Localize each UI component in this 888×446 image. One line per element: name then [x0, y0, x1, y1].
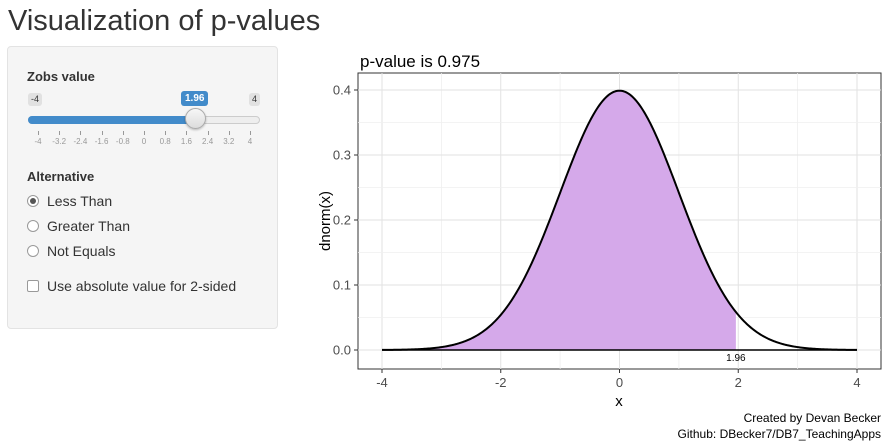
app-title: Visualization of p-values — [8, 5, 321, 37]
slider-tick — [207, 131, 209, 135]
x-tick-label: 0 — [616, 375, 623, 390]
slider-label: Zobs value — [27, 69, 95, 84]
slider-tick-label: 4 — [247, 137, 253, 146]
slider-tick-label: -2.4 — [73, 137, 88, 146]
checkbox-label: Use absolute value for 2-sided — [47, 278, 237, 294]
y-axis-label: dnorm(x) — [317, 191, 334, 251]
slider-tick-label: -3.2 — [52, 137, 67, 146]
x-tick-label: -2 — [495, 375, 507, 390]
radio-less-than[interactable]: Less Than — [27, 192, 112, 210]
slider-tick — [165, 131, 167, 135]
absolute-value-checkbox-row[interactable]: Use absolute value for 2-sided — [27, 277, 236, 295]
slider-tick — [101, 131, 103, 135]
slider-tick — [228, 131, 230, 135]
radio-label: Greater Than — [47, 218, 131, 234]
y-axis-ticks: 0.0 0.1 0.2 0.3 0.4 — [333, 83, 358, 358]
slider-tick-label: -4 — [34, 137, 42, 146]
radio-greater-than[interactable]: Greater Than — [27, 217, 130, 235]
slider-tick-label: -0.8 — [115, 137, 130, 146]
density-curve — [382, 89, 857, 351]
slider-tick-label: 3.2 — [223, 137, 235, 146]
slider-tick — [250, 131, 251, 135]
slider-tick — [59, 131, 61, 135]
radio-label: Not Equals — [47, 243, 116, 259]
y-tick-label: 0.4 — [333, 83, 351, 98]
zobs-annotation: 1.96 — [726, 353, 746, 364]
slider-tick-label: 0 — [141, 137, 147, 146]
plot-title: p-value is 0.975 — [360, 52, 480, 71]
x-axis-label: x — [615, 393, 623, 410]
x-tick-label: -4 — [376, 375, 388, 390]
slider-min-label: -4 — [28, 93, 43, 106]
x-tick-label: 2 — [735, 375, 742, 390]
slider-ticks: -4 -3.2 -2.4 -1.6 -0.8 0 0.8 1.6 2.4 3.2 4 — [8, 129, 279, 149]
slider-max-label: 4 — [249, 93, 261, 106]
pvalue-plot: p-value is 0.975 1.96 -4 -2 0 2 4 0.00.10.20… — [317, 52, 882, 410]
slider-tick-label: 2.4 — [202, 137, 214, 146]
radio-button[interactable] — [27, 220, 39, 232]
sidebar-panel: Zobs value -4 4 1.96 -4 -3.2 -2.4 -1.6 -0.8 0… — [7, 46, 278, 329]
radio-button[interactable] — [27, 245, 39, 257]
slider-fill — [28, 116, 196, 124]
credit-author: Created by Devan Becker — [743, 411, 881, 425]
y-tick-label: 0.1 — [333, 278, 351, 293]
slider-tick — [186, 131, 188, 135]
absolute-value-checkbox[interactable] — [27, 280, 39, 292]
alternative-label: Alternative — [27, 169, 95, 184]
slider-tick-label: -1.6 — [94, 137, 109, 146]
credit-github: Github: DBecker7/DB7_TeachingApps — [677, 427, 881, 441]
slider-value-label: 1.96 — [181, 91, 209, 106]
slider-tick-label: 0.8 — [159, 137, 171, 146]
radio-not-equals[interactable]: Not Equals — [27, 242, 115, 260]
radio-label: Less Than — [47, 193, 113, 209]
y-tick-label: 0.0 — [333, 343, 351, 358]
slider-tick-label: 1.6 — [180, 137, 192, 146]
slider-tick — [144, 131, 145, 135]
x-axis-ticks: -4 -2 0 2 4 — [376, 369, 861, 390]
slider-tick — [80, 131, 82, 135]
slider-handle[interactable] — [185, 108, 206, 129]
radio-button-checked[interactable] — [27, 195, 39, 207]
y-tick-label: 0.3 — [333, 148, 351, 163]
shaded-pvalue-area — [382, 90, 736, 350]
y-tick-label: 0.2 — [333, 213, 351, 228]
slider-tick — [38, 131, 39, 135]
x-tick-label: 4 — [853, 375, 860, 390]
slider-tick — [122, 131, 124, 135]
